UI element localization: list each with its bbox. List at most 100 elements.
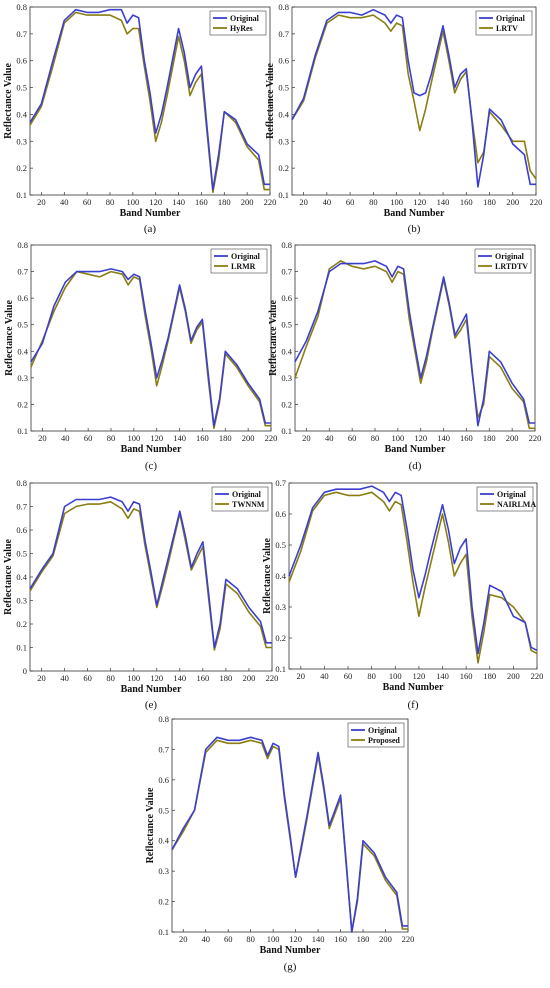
legend-box [347,722,405,748]
x-tick-label: 100 [267,934,280,944]
y-tick-label: 0.3 [278,136,289,146]
y-tick-label: 0.7 [278,29,289,39]
x-tick-label: 60 [83,197,92,207]
series-line-original [29,496,272,649]
legend-box [210,248,268,274]
panel-caption: (e) [145,699,158,711]
y-tick-label: 0.2 [158,897,169,907]
y-tick-label: 0.1 [275,664,286,674]
y-tick-label: 0.6 [17,293,28,303]
legend-label-original: Original [497,490,527,499]
series-line-original [171,736,408,933]
y-tick-label: 0.3 [275,602,286,612]
legend-label-original: Original [368,726,398,735]
y-tick-label: 0.1 [16,643,27,653]
x-tick-label: 160 [196,673,209,683]
x-axis-label: Band Number [384,208,445,219]
y-tick-label: 0.5 [16,83,27,93]
legend-box [476,486,534,512]
y-tick-label: 0.5 [158,805,169,815]
x-tick-label: 140 [436,671,449,681]
x-tick-label: 20 [37,197,46,207]
x-tick-label: 40 [60,197,69,207]
x-tick-label: 100 [389,671,402,681]
series-line-method [30,270,271,430]
y-tick-label: 0.2 [16,163,27,173]
y-tick-label: 0.2 [17,399,28,409]
x-axis-label: Band Number [121,444,182,455]
x-tick-label: 80 [106,673,115,683]
x-axis-label: Band Number [121,684,182,695]
y-tick-label: 0.5 [281,320,292,330]
x-tick-label: 20 [179,934,188,944]
x-tick-label: 40 [201,934,210,944]
y-tick-label: 0.5 [16,549,27,559]
y-axis-label: Reflectance Value [268,300,279,376]
y-tick-label: 0.4 [17,346,28,356]
x-tick-label: 40 [320,671,329,681]
x-tick-label: 120 [413,197,426,207]
legend-label-method: NAIRLMA [497,500,536,509]
x-tick-label: 120 [149,197,162,207]
legend-box [211,486,269,512]
y-tick-label: 0.8 [278,2,289,12]
x-tick-label: 40 [60,673,69,683]
x-tick-label: 220 [264,197,277,207]
y-axis-label: Reflectance Value [3,63,14,139]
x-tick-label: 180 [483,433,496,443]
legend-label-original: Original [495,252,525,261]
legend-label-original: Original [230,14,260,23]
x-tick-label: 20 [297,671,306,681]
x-tick-label: 160 [460,433,473,443]
y-tick-label: 0.7 [16,29,27,39]
x-tick-label: 120 [289,934,302,944]
y-tick-label: 0.7 [16,502,27,512]
x-tick-label: 140 [173,433,186,443]
y-axis-label: Reflectance Value [262,538,273,614]
x-tick-label: 160 [195,197,208,207]
x-tick-label: 40 [323,197,332,207]
x-tick-label: 220 [531,671,544,681]
chart-panel-a: 20 40 60 80 100 120 140 160 180 200 220 0.1 0.2 0.3 0.… [3,2,276,235]
chart-panel-g: 20 40 60 80 100 120 140 160 180 200 220 0.1 0.2 0.3 0.… [145,714,414,973]
x-tick-label: 140 [173,673,186,683]
x-tick-label: 120 [150,433,163,443]
x-tick-label: 80 [367,671,376,681]
x-tick-label: 140 [312,934,325,944]
x-tick-label: 20 [37,673,46,683]
plot-frame [291,6,537,196]
chart-panel-b: 20 40 60 80 100 120 140 160 180 200 2200.10.20.30.… [265,2,542,235]
y-tick-label: 0.8 [17,240,28,250]
y-tick-label: 0 [23,666,27,676]
x-tick-label: 180 [218,197,231,207]
x-tick-label: 80 [371,433,380,443]
x-tick-label: 200 [506,197,519,207]
y-tick-label: 0.4 [281,346,292,356]
series-line-method [288,491,538,664]
legend-label-method: LRMR [231,262,256,271]
y-tick-label: 0.7 [275,478,286,488]
x-tick-label: 80 [369,197,378,207]
y-tick-label: 0.1 [17,426,28,436]
y-tick-label: 0.1 [278,190,289,200]
x-tick-label: 60 [84,433,93,443]
x-tick-label: 180 [483,671,496,681]
x-tick-label: 220 [530,197,543,207]
legend-label-method: Proposed [368,736,400,745]
y-tick-label: 0.5 [17,320,28,330]
legend-label-original: Original [496,14,526,23]
x-tick-label: 200 [242,433,255,443]
x-tick-label: 20 [302,433,311,443]
x-tick-label: 60 [224,934,233,944]
x-tick-label: 220 [265,433,278,443]
x-tick-label: 80 [106,197,115,207]
x-tick-label: 40 [61,433,70,443]
y-tick-label: 0.4 [158,836,169,846]
x-tick-label: 60 [344,671,353,681]
x-tick-label: 80 [107,433,116,443]
y-tick-label: 0.4 [278,109,289,119]
x-tick-label: 180 [483,197,496,207]
x-tick-label: 60 [83,673,92,683]
x-tick-label: 200 [379,934,392,944]
x-axis-label: Band Number [383,682,444,693]
